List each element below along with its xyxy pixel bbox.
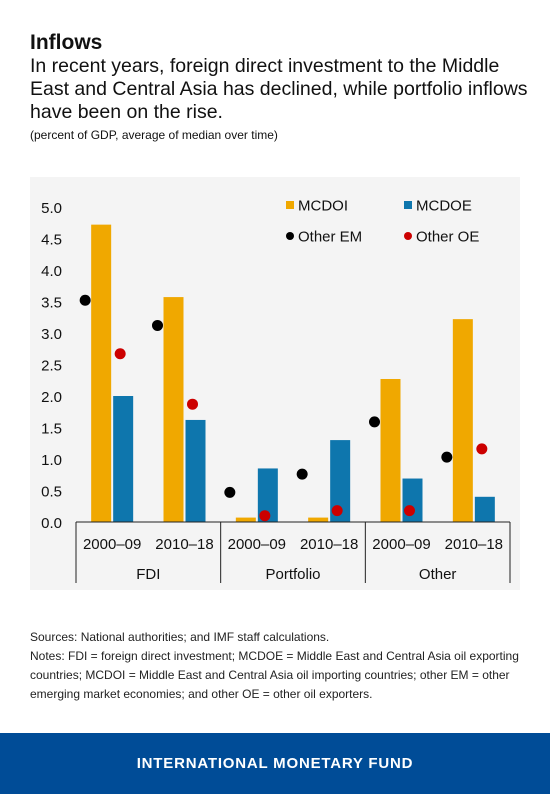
- group-label: Portfolio: [265, 566, 320, 583]
- legend-label-other-oe: Other OE: [416, 229, 479, 246]
- chart-area: 0.0 0.5 1.0 1.5 2.0 2.5 3.0 3.5 4.0 4.5 5.0 2000–09…: [30, 177, 520, 590]
- bar-mcdoe: [402, 478, 423, 522]
- bar-chart: 0.0 0.5 1.0 1.5 2.0 2.5 3.0 3.5 4.0 4.5 5.0 2000–09…: [41, 198, 511, 583]
- y-tick-label: 4.5: [41, 232, 62, 249]
- bar-mcdoe: [257, 468, 278, 522]
- group-label: Other: [419, 566, 457, 583]
- dot-other-em: [224, 486, 236, 498]
- footnotes: Sources: National authorities; and IMF s…: [30, 628, 520, 704]
- chart-header: Inflows In recent years, foreign direct …: [30, 31, 530, 143]
- y-tick-label: 2.5: [41, 358, 62, 375]
- bar-mcdoe: [330, 440, 351, 522]
- y-tick-label: 4.0: [41, 263, 62, 280]
- y-tick-label: 5.0: [41, 200, 62, 217]
- x-tick-label: 2010–18: [445, 536, 503, 553]
- bar-mcdoi: [163, 297, 184, 522]
- dot-other-oe: [404, 505, 415, 517]
- dot-other-em: [369, 416, 380, 428]
- legend-swatch-other-oe: [404, 232, 412, 240]
- bar-mcdoi: [452, 319, 473, 522]
- bar-mcdoe: [113, 396, 134, 522]
- y-tick-label: 1.0: [41, 452, 62, 469]
- footer-bar: INTERNATIONAL MONETARY FUND: [0, 733, 550, 794]
- bar-mcdoe: [185, 419, 206, 522]
- group-label: FDI: [136, 566, 160, 583]
- bar-mcdoi: [308, 517, 329, 522]
- x-tick-label: 2010–18: [155, 536, 213, 553]
- bar-mcdoi: [235, 517, 256, 522]
- x-tick-label: 2000–09: [228, 536, 286, 553]
- bar-mcdoe: [474, 496, 495, 522]
- bar-mcdoi: [380, 378, 401, 522]
- legend-label-mcdoi: MCDOI: [298, 198, 348, 215]
- y-tick-label: 0.5: [41, 484, 62, 501]
- chart-subtitle: In recent years, foreign direct investme…: [30, 55, 528, 123]
- notes-text: Notes: FDI = foreign direct investment; …: [30, 649, 519, 701]
- sources-note: Sources: National authorities; and IMF s…: [30, 630, 330, 644]
- dot-other-oe: [331, 505, 343, 517]
- y-tick-label: 1.5: [41, 421, 62, 438]
- legend-label-other-em: Other EM: [298, 229, 362, 246]
- chart-title: Inflows: [30, 31, 103, 54]
- dot-other-em: [296, 468, 308, 480]
- bar-mcdoi: [91, 224, 112, 522]
- legend-swatch-mcdoi: [286, 201, 294, 209]
- y-tick-label: 3.5: [41, 295, 62, 312]
- dot-other-em: [79, 294, 91, 306]
- y-tick-label: 2.0: [41, 389, 62, 406]
- dot-other-oe: [187, 398, 198, 410]
- footer-org-name: INTERNATIONAL MONETARY FUND: [136, 755, 414, 772]
- legend-label-mcdoe: MCDOE: [416, 198, 472, 215]
- dot-other-oe: [476, 443, 488, 455]
- dot-other-em: [441, 451, 453, 463]
- x-tick-label: 2000–09: [83, 536, 141, 553]
- dot-other-oe: [259, 510, 271, 522]
- y-tick-label: 3.0: [41, 326, 62, 343]
- dot-other-em: [152, 319, 163, 331]
- legend-swatch-other-em: [286, 232, 294, 240]
- x-tick-label: 2000–09: [372, 536, 430, 553]
- legend-swatch-mcdoe: [404, 201, 412, 209]
- dot-other-oe: [114, 348, 126, 360]
- x-tick-label: 2010–18: [300, 536, 358, 553]
- y-tick-label: 0.0: [41, 515, 62, 532]
- units-note: (percent of GDP, average of median over …: [30, 128, 278, 142]
